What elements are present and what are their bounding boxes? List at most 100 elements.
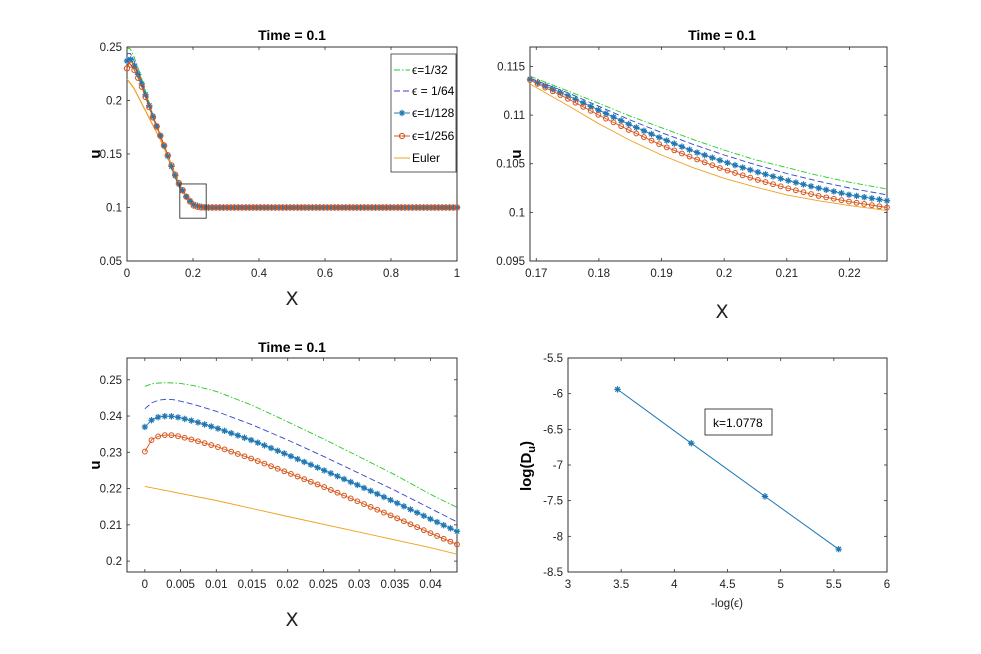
data-point-marker	[420, 204, 427, 211]
x-tick-label: 0.03	[348, 579, 370, 591]
data-point-marker	[215, 444, 221, 450]
data-point-marker	[290, 204, 298, 211]
data-point-marker	[383, 204, 390, 211]
data-point-marker	[201, 204, 209, 211]
data-point-marker	[209, 204, 216, 211]
data-point-marker	[175, 180, 183, 188]
data-point-marker	[350, 204, 357, 211]
legend-entry: ϵ=1/128	[412, 106, 455, 120]
data-point-marker	[434, 533, 440, 539]
data-point-marker	[267, 444, 275, 452]
data-point-marker	[716, 157, 724, 164]
data-point-marker	[123, 57, 131, 65]
plot-area	[567, 357, 888, 573]
data-point-marker	[314, 481, 321, 488]
data-point-marker	[157, 132, 164, 139]
panel-top-right: 0.17 0.18 0.19 0.2 0.21 0.22 0.095 0.1 0.105 0.11…	[496, 27, 891, 323]
data-point-marker	[223, 204, 231, 211]
x-tick-label: 1	[454, 268, 460, 280]
data-point-marker	[164, 153, 171, 160]
y-tick-label: 0.21	[100, 520, 122, 532]
data-point-marker	[246, 204, 253, 211]
data-point-marker	[360, 484, 368, 492]
data-point-marker	[770, 181, 776, 188]
y-axis-label: u	[508, 149, 525, 158]
data-point-marker	[257, 204, 264, 211]
data-point-marker	[274, 465, 281, 472]
data-point-marker	[241, 453, 248, 460]
data-point-marker	[238, 204, 246, 211]
data-point-marker	[275, 204, 283, 211]
data-point-marker	[663, 137, 670, 144]
series-line-4	[529, 79, 888, 208]
data-point-marker	[227, 204, 235, 211]
data-point-marker	[398, 132, 406, 140]
data-point-marker	[153, 123, 160, 130]
data-point-marker	[279, 204, 286, 211]
y-tick-label: -7.5	[543, 496, 563, 508]
data-point-marker	[190, 202, 197, 209]
x-axis-label: X	[285, 609, 298, 631]
data-point-marker	[181, 415, 188, 423]
series-line-5	[144, 485, 458, 555]
series-line-2	[529, 77, 888, 196]
data-point-marker	[433, 518, 441, 526]
data-point-marker	[212, 204, 220, 211]
data-point-marker	[134, 71, 142, 78]
y-tick-label: -8.5	[543, 567, 563, 579]
data-point-marker	[224, 204, 231, 211]
data-point-marker	[572, 99, 579, 106]
x-axis-label: X	[285, 288, 298, 310]
x-tick-label: 0	[124, 268, 130, 280]
data-point-marker	[327, 487, 334, 493]
data-point-marker	[283, 204, 290, 211]
data-point-marker	[305, 204, 312, 211]
chart-title: Time = 0.1	[258, 27, 326, 43]
data-point-marker	[379, 204, 387, 211]
data-point-marker	[427, 204, 435, 211]
data-point-marker	[688, 440, 695, 447]
legend-entry: ϵ = 1/64	[412, 84, 455, 98]
data-point-marker	[846, 198, 852, 205]
y-tick-label: -6.5	[543, 424, 563, 436]
data-point-marker	[439, 204, 446, 211]
data-point-marker	[409, 204, 416, 211]
data-point-marker	[374, 506, 381, 513]
data-point-marker	[407, 506, 414, 513]
legend: ϵ=1/32 ϵ = 1/64 ϵ=1/128 ϵ=1/256 Euler	[390, 53, 457, 173]
data-point-marker	[823, 194, 830, 201]
data-point-marker	[838, 197, 845, 204]
data-point-marker	[221, 427, 228, 435]
data-point-marker	[264, 204, 272, 211]
y-tick-label: -7	[553, 460, 563, 472]
data-point-marker	[221, 446, 228, 453]
data-point-marker	[440, 535, 447, 542]
data-point-marker	[405, 204, 412, 211]
data-point-marker	[148, 437, 155, 444]
series-line-4	[144, 434, 458, 545]
data-point-marker	[442, 204, 449, 211]
panel-top-left: 0 0.2 0.4 0.6 0.8 1 0.05 0.1 0.15 0.2 0.25 Time = …	[87, 27, 460, 310]
data-point-marker	[724, 167, 731, 174]
data-point-marker	[174, 414, 182, 421]
data-point-marker	[227, 429, 235, 437]
data-point-marker	[301, 204, 309, 211]
data-point-marker	[427, 204, 435, 211]
data-point-marker	[633, 130, 640, 137]
data-point-marker	[138, 83, 145, 90]
x-tick-label: 4	[671, 579, 678, 591]
data-point-marker	[268, 204, 275, 211]
data-point-marker	[254, 458, 261, 464]
data-point-marker	[246, 204, 253, 211]
data-point-marker	[407, 521, 414, 528]
data-point-marker	[161, 412, 168, 420]
chart-title: Time = 0.1	[258, 339, 326, 355]
data-point-marker	[747, 166, 754, 174]
data-point-marker	[141, 448, 148, 455]
data-point-marker	[361, 204, 368, 211]
data-point-marker	[374, 490, 381, 498]
data-point-marker	[625, 127, 632, 133]
data-point-marker	[409, 204, 416, 211]
x-tick-label: 0.04	[419, 579, 442, 591]
data-point-marker	[453, 528, 461, 535]
